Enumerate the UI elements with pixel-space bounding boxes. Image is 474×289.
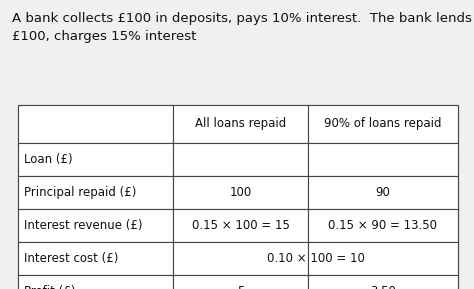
Text: Interest revenue (£): Interest revenue (£) bbox=[24, 219, 143, 232]
Bar bbox=[173, 176, 308, 209]
Text: A bank collects £100 in deposits, pays 10% interest.  The bank lends: A bank collects £100 in deposits, pays 1… bbox=[12, 12, 472, 25]
Text: £100, charges 15% interest: £100, charges 15% interest bbox=[12, 30, 196, 43]
Text: Interest cost (£): Interest cost (£) bbox=[24, 252, 118, 265]
Bar bbox=[173, 105, 308, 143]
Text: 90% of loans repaid: 90% of loans repaid bbox=[324, 118, 442, 131]
Text: 100: 100 bbox=[229, 186, 252, 199]
Bar bbox=[18, 105, 173, 143]
Text: 90: 90 bbox=[375, 186, 391, 199]
Text: Profit (£): Profit (£) bbox=[24, 285, 75, 289]
Bar bbox=[308, 143, 458, 176]
Text: Loan (£): Loan (£) bbox=[24, 153, 73, 166]
Bar bbox=[308, 242, 458, 275]
Bar bbox=[18, 105, 458, 289]
Bar bbox=[308, 105, 458, 143]
Bar bbox=[18, 209, 173, 242]
Text: All loans repaid: All loans repaid bbox=[195, 118, 286, 131]
Bar bbox=[173, 209, 308, 242]
Bar bbox=[173, 242, 308, 275]
Bar bbox=[173, 275, 308, 289]
Bar bbox=[308, 176, 458, 209]
Text: 3.50: 3.50 bbox=[370, 285, 396, 289]
Bar bbox=[173, 143, 308, 176]
Text: 0.15 × 90 = 13.50: 0.15 × 90 = 13.50 bbox=[328, 219, 438, 232]
Text: Principal repaid (£): Principal repaid (£) bbox=[24, 186, 137, 199]
Bar bbox=[18, 275, 173, 289]
Bar bbox=[18, 176, 173, 209]
Bar bbox=[308, 209, 458, 242]
Bar bbox=[308, 275, 458, 289]
Text: 0.15 × 100 = 15: 0.15 × 100 = 15 bbox=[191, 219, 290, 232]
Bar bbox=[18, 143, 173, 176]
Bar bbox=[18, 242, 173, 275]
Text: 0.10 × 100 = 10: 0.10 × 100 = 10 bbox=[266, 252, 365, 265]
Text: 5: 5 bbox=[237, 285, 244, 289]
